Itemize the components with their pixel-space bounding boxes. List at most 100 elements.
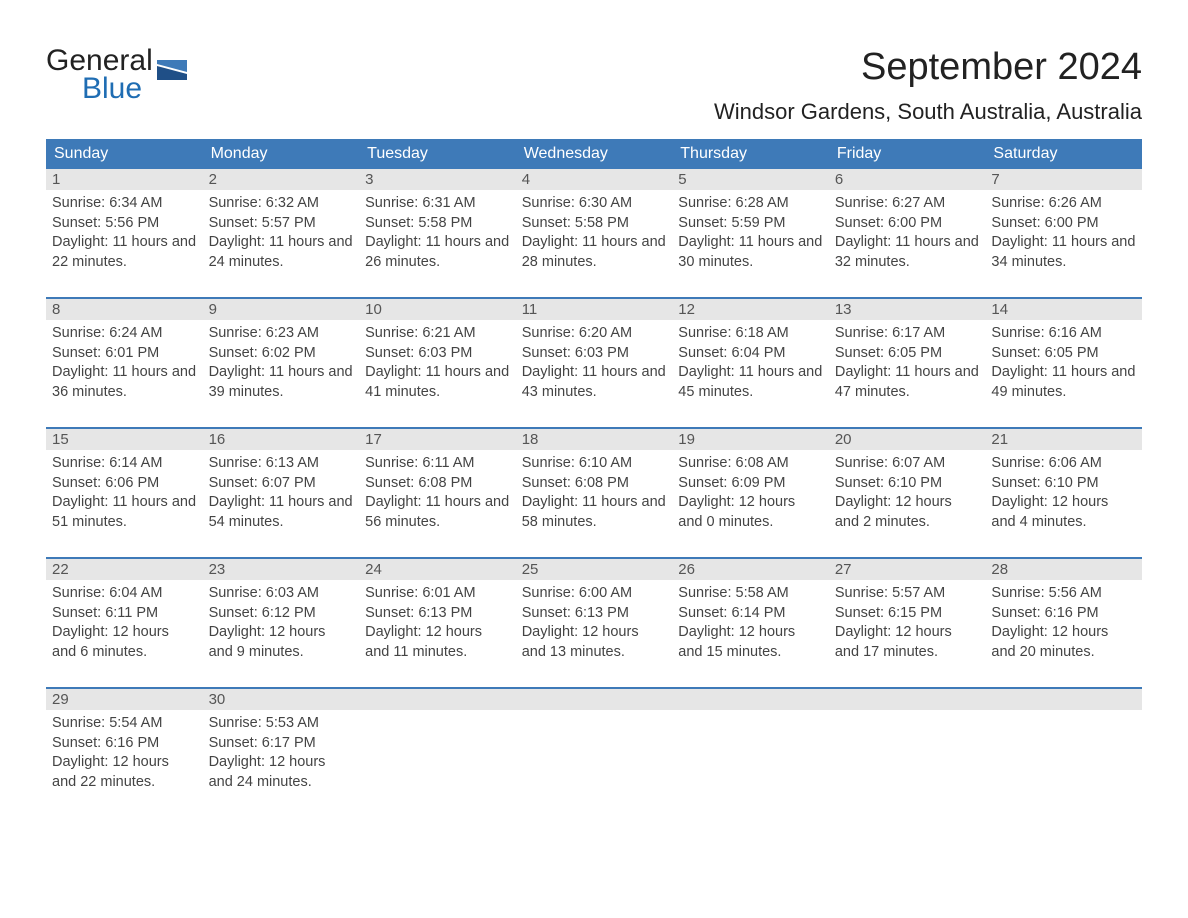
day-body: Sunrise: 6:03 AMSunset: 6:12 PMDaylight:… (203, 580, 360, 668)
brand-logo: General Blue (46, 46, 187, 104)
day-body: Sunrise: 5:53 AMSunset: 6:17 PMDaylight:… (203, 710, 360, 798)
daylight-line: Daylight: 11 hours and 30 minutes. (678, 233, 823, 272)
calendar-day: 4Sunrise: 6:30 AMSunset: 5:58 PMDaylight… (516, 169, 673, 279)
sunrise-line: Sunrise: 6:23 AM (209, 324, 354, 344)
daylight-line: Daylight: 11 hours and 51 minutes. (52, 493, 197, 532)
calendar-day: 14Sunrise: 6:16 AMSunset: 6:05 PMDayligh… (985, 299, 1142, 409)
day-body: Sunrise: 6:32 AMSunset: 5:57 PMDaylight:… (203, 190, 360, 278)
sunset-line: Sunset: 6:14 PM (678, 604, 823, 624)
calendar-day: 20Sunrise: 6:07 AMSunset: 6:10 PMDayligh… (829, 429, 986, 539)
calendar-day: 7Sunrise: 6:26 AMSunset: 6:00 PMDaylight… (985, 169, 1142, 279)
day-body: Sunrise: 5:56 AMSunset: 6:16 PMDaylight:… (985, 580, 1142, 668)
calendar-day: 13Sunrise: 6:17 AMSunset: 6:05 PMDayligh… (829, 299, 986, 409)
calendar-week: 1Sunrise: 6:34 AMSunset: 5:56 PMDaylight… (46, 169, 1142, 279)
calendar-day: 22Sunrise: 6:04 AMSunset: 6:11 PMDayligh… (46, 559, 203, 669)
daylight-line: Daylight: 12 hours and 15 minutes. (678, 623, 823, 662)
calendar-day: 15Sunrise: 6:14 AMSunset: 6:06 PMDayligh… (46, 429, 203, 539)
daylight-line: Daylight: 11 hours and 47 minutes. (835, 363, 980, 402)
daylight-line: Daylight: 11 hours and 34 minutes. (991, 233, 1136, 272)
sunrise-line: Sunrise: 6:00 AM (522, 584, 667, 604)
sunset-line: Sunset: 5:56 PM (52, 214, 197, 234)
calendar-grid: Sunday Monday Tuesday Wednesday Thursday… (46, 139, 1142, 799)
weekday-header: Sunday (46, 139, 203, 169)
sunset-line: Sunset: 6:17 PM (209, 734, 354, 754)
calendar-day: 26Sunrise: 5:58 AMSunset: 6:14 PMDayligh… (672, 559, 829, 669)
calendar-day: 29Sunrise: 5:54 AMSunset: 6:16 PMDayligh… (46, 689, 203, 799)
sunrise-line: Sunrise: 6:14 AM (52, 454, 197, 474)
sunset-line: Sunset: 6:03 PM (522, 344, 667, 364)
sunset-line: Sunset: 5:58 PM (365, 214, 510, 234)
day-number: 27 (829, 559, 986, 580)
day-body: Sunrise: 6:08 AMSunset: 6:09 PMDaylight:… (672, 450, 829, 538)
day-body: Sunrise: 6:10 AMSunset: 6:08 PMDaylight:… (516, 450, 673, 538)
day-number: 21 (985, 429, 1142, 450)
daylight-line: Daylight: 11 hours and 24 minutes. (209, 233, 354, 272)
day-number: 7 (985, 169, 1142, 190)
day-number: 22 (46, 559, 203, 580)
calendar-day: 18Sunrise: 6:10 AMSunset: 6:08 PMDayligh… (516, 429, 673, 539)
sunset-line: Sunset: 6:08 PM (365, 474, 510, 494)
day-body: Sunrise: 6:18 AMSunset: 6:04 PMDaylight:… (672, 320, 829, 408)
sunset-line: Sunset: 6:16 PM (991, 604, 1136, 624)
weekday-header: Friday (829, 139, 986, 169)
day-number: 2 (203, 169, 360, 190)
day-number (516, 689, 673, 710)
sunset-line: Sunset: 6:02 PM (209, 344, 354, 364)
calendar-day-empty (829, 689, 986, 799)
day-body: Sunrise: 6:31 AMSunset: 5:58 PMDaylight:… (359, 190, 516, 278)
daylight-line: Daylight: 12 hours and 9 minutes. (209, 623, 354, 662)
daylight-line: Daylight: 11 hours and 36 minutes. (52, 363, 197, 402)
day-number: 1 (46, 169, 203, 190)
sunset-line: Sunset: 6:08 PM (522, 474, 667, 494)
sunset-line: Sunset: 6:05 PM (991, 344, 1136, 364)
calendar-day: 6Sunrise: 6:27 AMSunset: 6:00 PMDaylight… (829, 169, 986, 279)
sunrise-line: Sunrise: 6:32 AM (209, 194, 354, 214)
day-body: Sunrise: 6:11 AMSunset: 6:08 PMDaylight:… (359, 450, 516, 538)
sunrise-line: Sunrise: 6:24 AM (52, 324, 197, 344)
sunset-line: Sunset: 6:10 PM (835, 474, 980, 494)
daylight-line: Daylight: 12 hours and 4 minutes. (991, 493, 1136, 532)
day-number: 29 (46, 689, 203, 710)
sunset-line: Sunset: 5:58 PM (522, 214, 667, 234)
calendar-week: 29Sunrise: 5:54 AMSunset: 6:16 PMDayligh… (46, 687, 1142, 799)
day-number: 18 (516, 429, 673, 450)
calendar-day: 2Sunrise: 6:32 AMSunset: 5:57 PMDaylight… (203, 169, 360, 279)
daylight-line: Daylight: 11 hours and 43 minutes. (522, 363, 667, 402)
day-body: Sunrise: 6:00 AMSunset: 6:13 PMDaylight:… (516, 580, 673, 668)
sunset-line: Sunset: 6:15 PM (835, 604, 980, 624)
sunrise-line: Sunrise: 6:21 AM (365, 324, 510, 344)
sunrise-line: Sunrise: 6:03 AM (209, 584, 354, 604)
sunrise-line: Sunrise: 6:31 AM (365, 194, 510, 214)
sunrise-line: Sunrise: 5:53 AM (209, 714, 354, 734)
day-body: Sunrise: 6:06 AMSunset: 6:10 PMDaylight:… (985, 450, 1142, 538)
sunset-line: Sunset: 6:06 PM (52, 474, 197, 494)
sunrise-line: Sunrise: 5:57 AM (835, 584, 980, 604)
day-body: Sunrise: 6:14 AMSunset: 6:06 PMDaylight:… (46, 450, 203, 538)
daylight-line: Daylight: 11 hours and 56 minutes. (365, 493, 510, 532)
sunrise-line: Sunrise: 6:20 AM (522, 324, 667, 344)
day-number: 4 (516, 169, 673, 190)
daylight-line: Daylight: 11 hours and 54 minutes. (209, 493, 354, 532)
daylight-line: Daylight: 11 hours and 41 minutes. (365, 363, 510, 402)
day-number (985, 689, 1142, 710)
day-body: Sunrise: 6:07 AMSunset: 6:10 PMDaylight:… (829, 450, 986, 538)
daylight-line: Daylight: 11 hours and 49 minutes. (991, 363, 1136, 402)
sunrise-line: Sunrise: 6:17 AM (835, 324, 980, 344)
daylight-line: Daylight: 11 hours and 32 minutes. (835, 233, 980, 272)
day-number: 9 (203, 299, 360, 320)
day-body: Sunrise: 5:57 AMSunset: 6:15 PMDaylight:… (829, 580, 986, 668)
sunset-line: Sunset: 5:59 PM (678, 214, 823, 234)
day-number: 30 (203, 689, 360, 710)
sunrise-line: Sunrise: 6:06 AM (991, 454, 1136, 474)
calendar-week: 15Sunrise: 6:14 AMSunset: 6:06 PMDayligh… (46, 427, 1142, 539)
sunset-line: Sunset: 6:04 PM (678, 344, 823, 364)
sunset-line: Sunset: 6:16 PM (52, 734, 197, 754)
calendar-day-empty (672, 689, 829, 799)
flag-icon (157, 56, 187, 76)
calendar-day-empty (359, 689, 516, 799)
weekday-header: Thursday (672, 139, 829, 169)
day-number: 28 (985, 559, 1142, 580)
daylight-line: Daylight: 12 hours and 6 minutes. (52, 623, 197, 662)
day-body: Sunrise: 6:17 AMSunset: 6:05 PMDaylight:… (829, 320, 986, 408)
day-body: Sunrise: 6:20 AMSunset: 6:03 PMDaylight:… (516, 320, 673, 408)
